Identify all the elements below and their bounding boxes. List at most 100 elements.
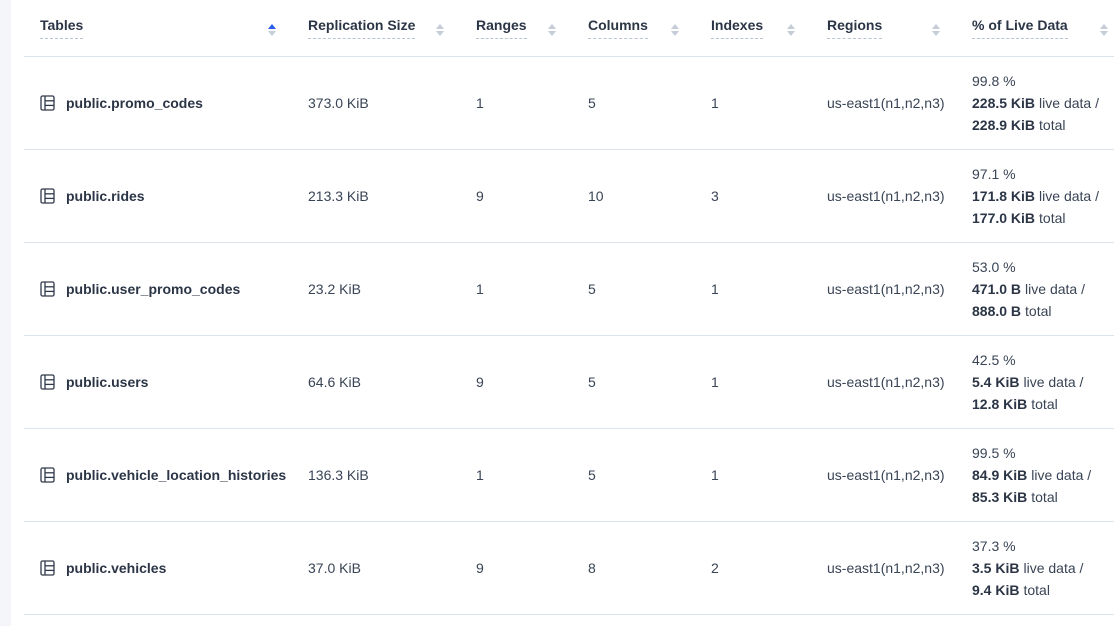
sort-icon (1100, 21, 1108, 36)
table-name-link[interactable]: public.user_promo_codes (66, 281, 241, 297)
total-size-value: 888.0 B (972, 303, 1022, 319)
live-size-suffix: live data / (1023, 374, 1084, 390)
total-size-suffix: total (1039, 210, 1066, 226)
tables-card: Tables Replication Size Ranges (11, 0, 1114, 626)
sort-desc-icon (1100, 30, 1108, 36)
live-percent: 37.3 % (972, 538, 1016, 554)
table-row[interactable]: public.user_promo_codes 23.2 KiB 1 5 1 u… (24, 243, 1114, 336)
replication-size-cell: 64.6 KiB (308, 374, 361, 390)
table-icon (40, 95, 56, 111)
table-row[interactable]: public.users 64.6 KiB 9 5 1 us-east1(n1,… (24, 336, 1114, 429)
total-size-suffix: total (1031, 396, 1058, 412)
indexes-cell: 1 (711, 467, 719, 483)
table-name-cell: public.user_promo_codes (24, 281, 308, 297)
sort-asc-icon (787, 23, 795, 29)
regions-cell: us-east1(n1,n2,n3) (827, 281, 945, 297)
total-size-suffix: total (1039, 117, 1066, 133)
live-size-line: 228.5 KiB live data / (972, 92, 1114, 114)
live-size-suffix: live data / (1025, 281, 1085, 297)
sort-desc-icon (671, 30, 679, 36)
column-header-label: Indexes (711, 17, 764, 39)
total-size-value: 85.3 KiB (972, 489, 1028, 505)
sort-icon (548, 21, 556, 36)
table-row[interactable]: public.vehicles 37.0 KiB 9 8 2 us-east1(… (24, 522, 1114, 615)
table-icon (40, 560, 56, 576)
live-size-suffix: live data / (1023, 560, 1084, 576)
column-header-label: Tables (40, 17, 84, 39)
sort-asc-icon (436, 23, 444, 29)
sort-asc-icon (932, 23, 940, 29)
column-header-live-data[interactable]: % of Live Data (972, 17, 1114, 39)
column-header-label: Ranges (476, 17, 527, 39)
replication-size-cell: 373.0 KiB (308, 95, 369, 111)
total-size-line: 12.8 KiB total (972, 393, 1114, 415)
ranges-cell: 9 (476, 188, 484, 204)
live-size-line: 5.4 KiB live data / (972, 371, 1114, 393)
ranges-cell: 1 (476, 281, 484, 297)
ranges-cell: 9 (476, 560, 484, 576)
live-size-value: 5.4 KiB (972, 374, 1020, 390)
sort-desc-icon (436, 30, 444, 36)
sort-desc-icon (548, 30, 556, 36)
live-percent: 97.1 % (972, 166, 1016, 182)
sort-icon (268, 21, 276, 36)
regions-cell: us-east1(n1,n2,n3) (827, 560, 945, 576)
sort-icon (787, 21, 795, 36)
table-name-cell: public.vehicle_location_histories (24, 467, 308, 483)
tables-table: Tables Replication Size Ranges (24, 0, 1114, 615)
regions-cell: us-east1(n1,n2,n3) (827, 374, 945, 390)
live-data-cell: 42.5 % 5.4 KiB live data / 12.8 KiB total (972, 349, 1114, 415)
live-size-line: 3.5 KiB live data / (972, 557, 1114, 579)
live-size-suffix: live data / (1039, 188, 1099, 204)
column-header-replication-size[interactable]: Replication Size (308, 17, 476, 39)
indexes-cell: 1 (711, 95, 719, 111)
live-data-cell: 99.8 % 228.5 KiB live data / 228.9 KiB tot… (972, 70, 1114, 136)
table-row[interactable]: public.promo_codes 373.0 KiB 1 5 1 us-ea… (24, 57, 1114, 150)
sort-icon (671, 21, 679, 36)
column-header-columns[interactable]: Columns (588, 17, 711, 39)
live-data-cell: 97.1 % 171.8 KiB live data / 177.0 KiB tot… (972, 163, 1114, 229)
live-percent: 99.8 % (972, 73, 1016, 89)
table-name-cell: public.promo_codes (24, 95, 308, 111)
live-size-value: 228.5 KiB (972, 95, 1036, 111)
regions-cell: us-east1(n1,n2,n3) (827, 188, 945, 204)
live-percent: 42.5 % (972, 352, 1016, 368)
column-header-indexes[interactable]: Indexes (711, 17, 827, 39)
total-size-value: 12.8 KiB (972, 396, 1028, 412)
table-name-link[interactable]: public.vehicle_location_histories (66, 467, 287, 483)
table-icon (40, 188, 56, 204)
live-size-value: 84.9 KiB (972, 467, 1028, 483)
columns-cell: 5 (588, 281, 596, 297)
columns-cell: 5 (588, 95, 596, 111)
live-data-cell: 99.5 % 84.9 KiB live data / 85.3 KiB total (972, 442, 1114, 508)
total-size-suffix: total (1031, 489, 1058, 505)
table-name-link[interactable]: public.rides (66, 188, 145, 204)
replication-size-cell: 37.0 KiB (308, 560, 361, 576)
table-header-row: Tables Replication Size Ranges (24, 0, 1114, 57)
live-data-cell: 37.3 % 3.5 KiB live data / 9.4 KiB total (972, 535, 1114, 601)
column-header-label: % of Live Data (972, 17, 1068, 39)
column-header-tables[interactable]: Tables (24, 17, 308, 39)
table-name-link[interactable]: public.promo_codes (66, 95, 203, 111)
column-header-ranges[interactable]: Ranges (476, 17, 588, 39)
sort-asc-icon (671, 23, 679, 29)
table-row[interactable]: public.vehicle_location_histories 136.3 … (24, 429, 1114, 522)
ranges-cell: 1 (476, 95, 484, 111)
sort-icon (932, 21, 940, 36)
table-row[interactable]: public.rides 213.3 KiB 9 10 3 us-east1(n… (24, 150, 1114, 243)
columns-cell: 10 (588, 188, 604, 204)
total-size-line: 85.3 KiB total (972, 486, 1114, 508)
indexes-cell: 1 (711, 281, 719, 297)
table-name-cell: public.users (24, 374, 308, 390)
column-header-regions[interactable]: Regions (827, 17, 972, 39)
table-name-link[interactable]: public.vehicles (66, 560, 167, 576)
total-size-line: 228.9 KiB total (972, 114, 1114, 136)
table-icon (40, 467, 56, 483)
table-name-link[interactable]: public.users (66, 374, 149, 390)
table-icon (40, 374, 56, 390)
total-size-value: 177.0 KiB (972, 210, 1036, 226)
sort-desc-icon (787, 30, 795, 36)
ranges-cell: 1 (476, 467, 484, 483)
